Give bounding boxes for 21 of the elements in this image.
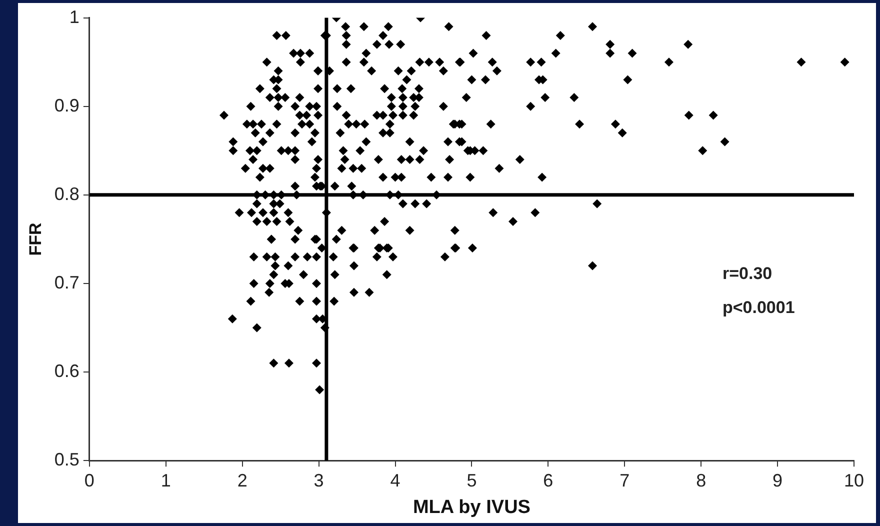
x-tick-label: 0	[84, 470, 94, 490]
x-tick-label: 8	[696, 470, 706, 490]
annotation: p<0.0001	[722, 298, 795, 318]
x-tick-label: 3	[314, 470, 324, 490]
x-tick-label: 6	[543, 470, 554, 490]
x-tick-label: 1	[160, 470, 171, 490]
y-axis-title: FFR	[26, 222, 45, 256]
y-tick-label: 0.6	[54, 361, 80, 382]
x-tick-label: 5	[466, 470, 477, 490]
x-tick-label: 9	[772, 470, 783, 490]
y-tick-label: 1	[69, 6, 80, 27]
annotation: r=0.30	[722, 264, 772, 284]
x-axis-title: MLA by IVUS	[412, 496, 530, 518]
x-tick-label: 10	[844, 470, 864, 490]
x-tick-label: 7	[620, 470, 630, 490]
y-tick-label: 0.7	[54, 272, 80, 292]
x-tick-label: 2	[237, 470, 248, 490]
y-tick-label: 0.8	[54, 184, 80, 204]
x-tick-label: 4	[390, 470, 400, 490]
y-tick-label: 0.9	[54, 95, 80, 116]
y-tick-label: 0.5	[54, 450, 80, 470]
